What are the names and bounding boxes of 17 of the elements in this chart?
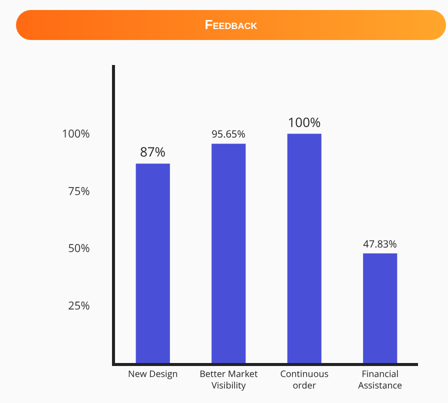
bar [287, 134, 322, 363]
bar [363, 253, 398, 363]
bar [212, 144, 246, 363]
data-label: 100% [288, 112, 322, 131]
data-label: 87% [140, 142, 166, 161]
y-tick-label: 25% [68, 298, 90, 314]
chart-title: Feedback [16, 10, 446, 40]
y-tick-label: 75% [68, 184, 90, 199]
bar [136, 164, 170, 363]
x-tick-label: New Design [128, 366, 178, 380]
data-label: 47.83% [363, 236, 397, 250]
y-tick-label: 50% [68, 241, 90, 256]
x-tick-label: Financial Assistance [358, 366, 402, 392]
x-tick-label: Better Market Visibility [200, 366, 258, 392]
x-tick-label: Continuous order [280, 366, 329, 392]
data-label: 95.65% [212, 126, 246, 141]
y-tick-label: 100% [62, 126, 90, 142]
